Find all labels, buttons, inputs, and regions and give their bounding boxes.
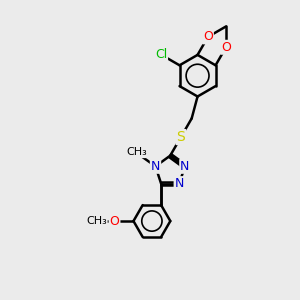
Text: N: N: [180, 160, 190, 173]
Text: N: N: [151, 160, 160, 173]
Text: O: O: [203, 30, 213, 44]
Text: CH₃: CH₃: [86, 216, 107, 226]
Text: O: O: [110, 214, 119, 227]
Text: O: O: [221, 41, 231, 54]
Text: N: N: [175, 177, 184, 190]
Text: Cl: Cl: [155, 48, 167, 61]
Text: CH₃: CH₃: [126, 147, 147, 157]
Text: S: S: [177, 130, 185, 144]
